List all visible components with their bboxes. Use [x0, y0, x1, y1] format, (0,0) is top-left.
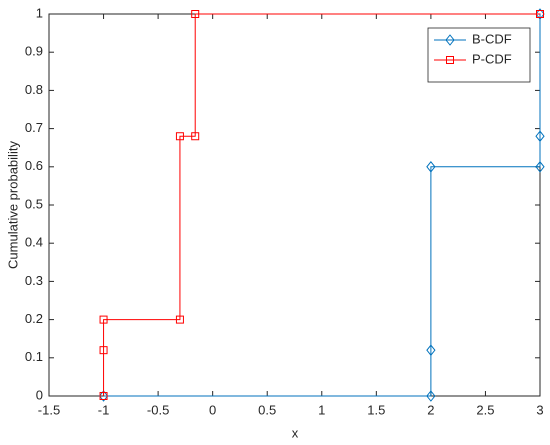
- marker: [99, 392, 108, 400]
- y-tick-label: 0.1: [25, 349, 43, 364]
- legend: B-CDF P-CDF: [427, 27, 531, 83]
- x-tick-label: 1.5: [367, 402, 385, 417]
- y-tick-label: 0.2: [25, 311, 43, 326]
- legend-box: [427, 27, 531, 83]
- x-tick-label: 0.5: [258, 402, 276, 417]
- y-tick-label: 0: [36, 387, 43, 402]
- marker: [99, 346, 108, 355]
- y-tick-label: 0.7: [25, 120, 43, 135]
- marker: [175, 315, 184, 324]
- x-tick-label: 3: [536, 402, 543, 417]
- y-tick-label: 1: [36, 5, 43, 20]
- marker: [426, 160, 436, 173]
- y-tick-label: 0.6: [25, 158, 43, 173]
- marker: [191, 10, 200, 18]
- x-tick-label: -1: [98, 402, 110, 417]
- x-tick-label: 2.5: [476, 402, 494, 417]
- y-tick-label: 0.5: [25, 196, 43, 211]
- y-tick-label: 0.3: [25, 273, 43, 288]
- marker: [535, 8, 545, 20]
- y-tick-label: 0.8: [25, 82, 43, 97]
- marker: [535, 130, 545, 143]
- marker: [536, 10, 544, 18]
- legend-marker: [446, 56, 454, 64]
- y-tick-label: 0.9: [25, 44, 43, 59]
- x-tick-label: 0: [209, 402, 216, 417]
- series-line: [103, 14, 541, 397]
- x-axis-label: x: [292, 425, 299, 440]
- legend-marker: [445, 34, 455, 46]
- x-tick-label: -1.5: [38, 402, 60, 417]
- marker: [191, 132, 200, 141]
- marker: [535, 160, 545, 173]
- marker: [426, 390, 436, 402]
- marker: [175, 132, 184, 141]
- x-tick-label: 2: [427, 402, 434, 417]
- y-axis-label: Cumulative probability: [5, 141, 20, 269]
- marker: [98, 390, 109, 402]
- legend-label: B-CDF: [472, 31, 512, 46]
- marker: [426, 344, 436, 356]
- legend-label: P-CDF: [472, 51, 512, 66]
- x-tick-label: 1: [318, 402, 325, 417]
- x-tick-label: -0.5: [147, 402, 169, 417]
- y-tick-label: 0.4: [25, 235, 43, 250]
- series-line: [103, 13, 540, 396]
- marker: [99, 315, 108, 324]
